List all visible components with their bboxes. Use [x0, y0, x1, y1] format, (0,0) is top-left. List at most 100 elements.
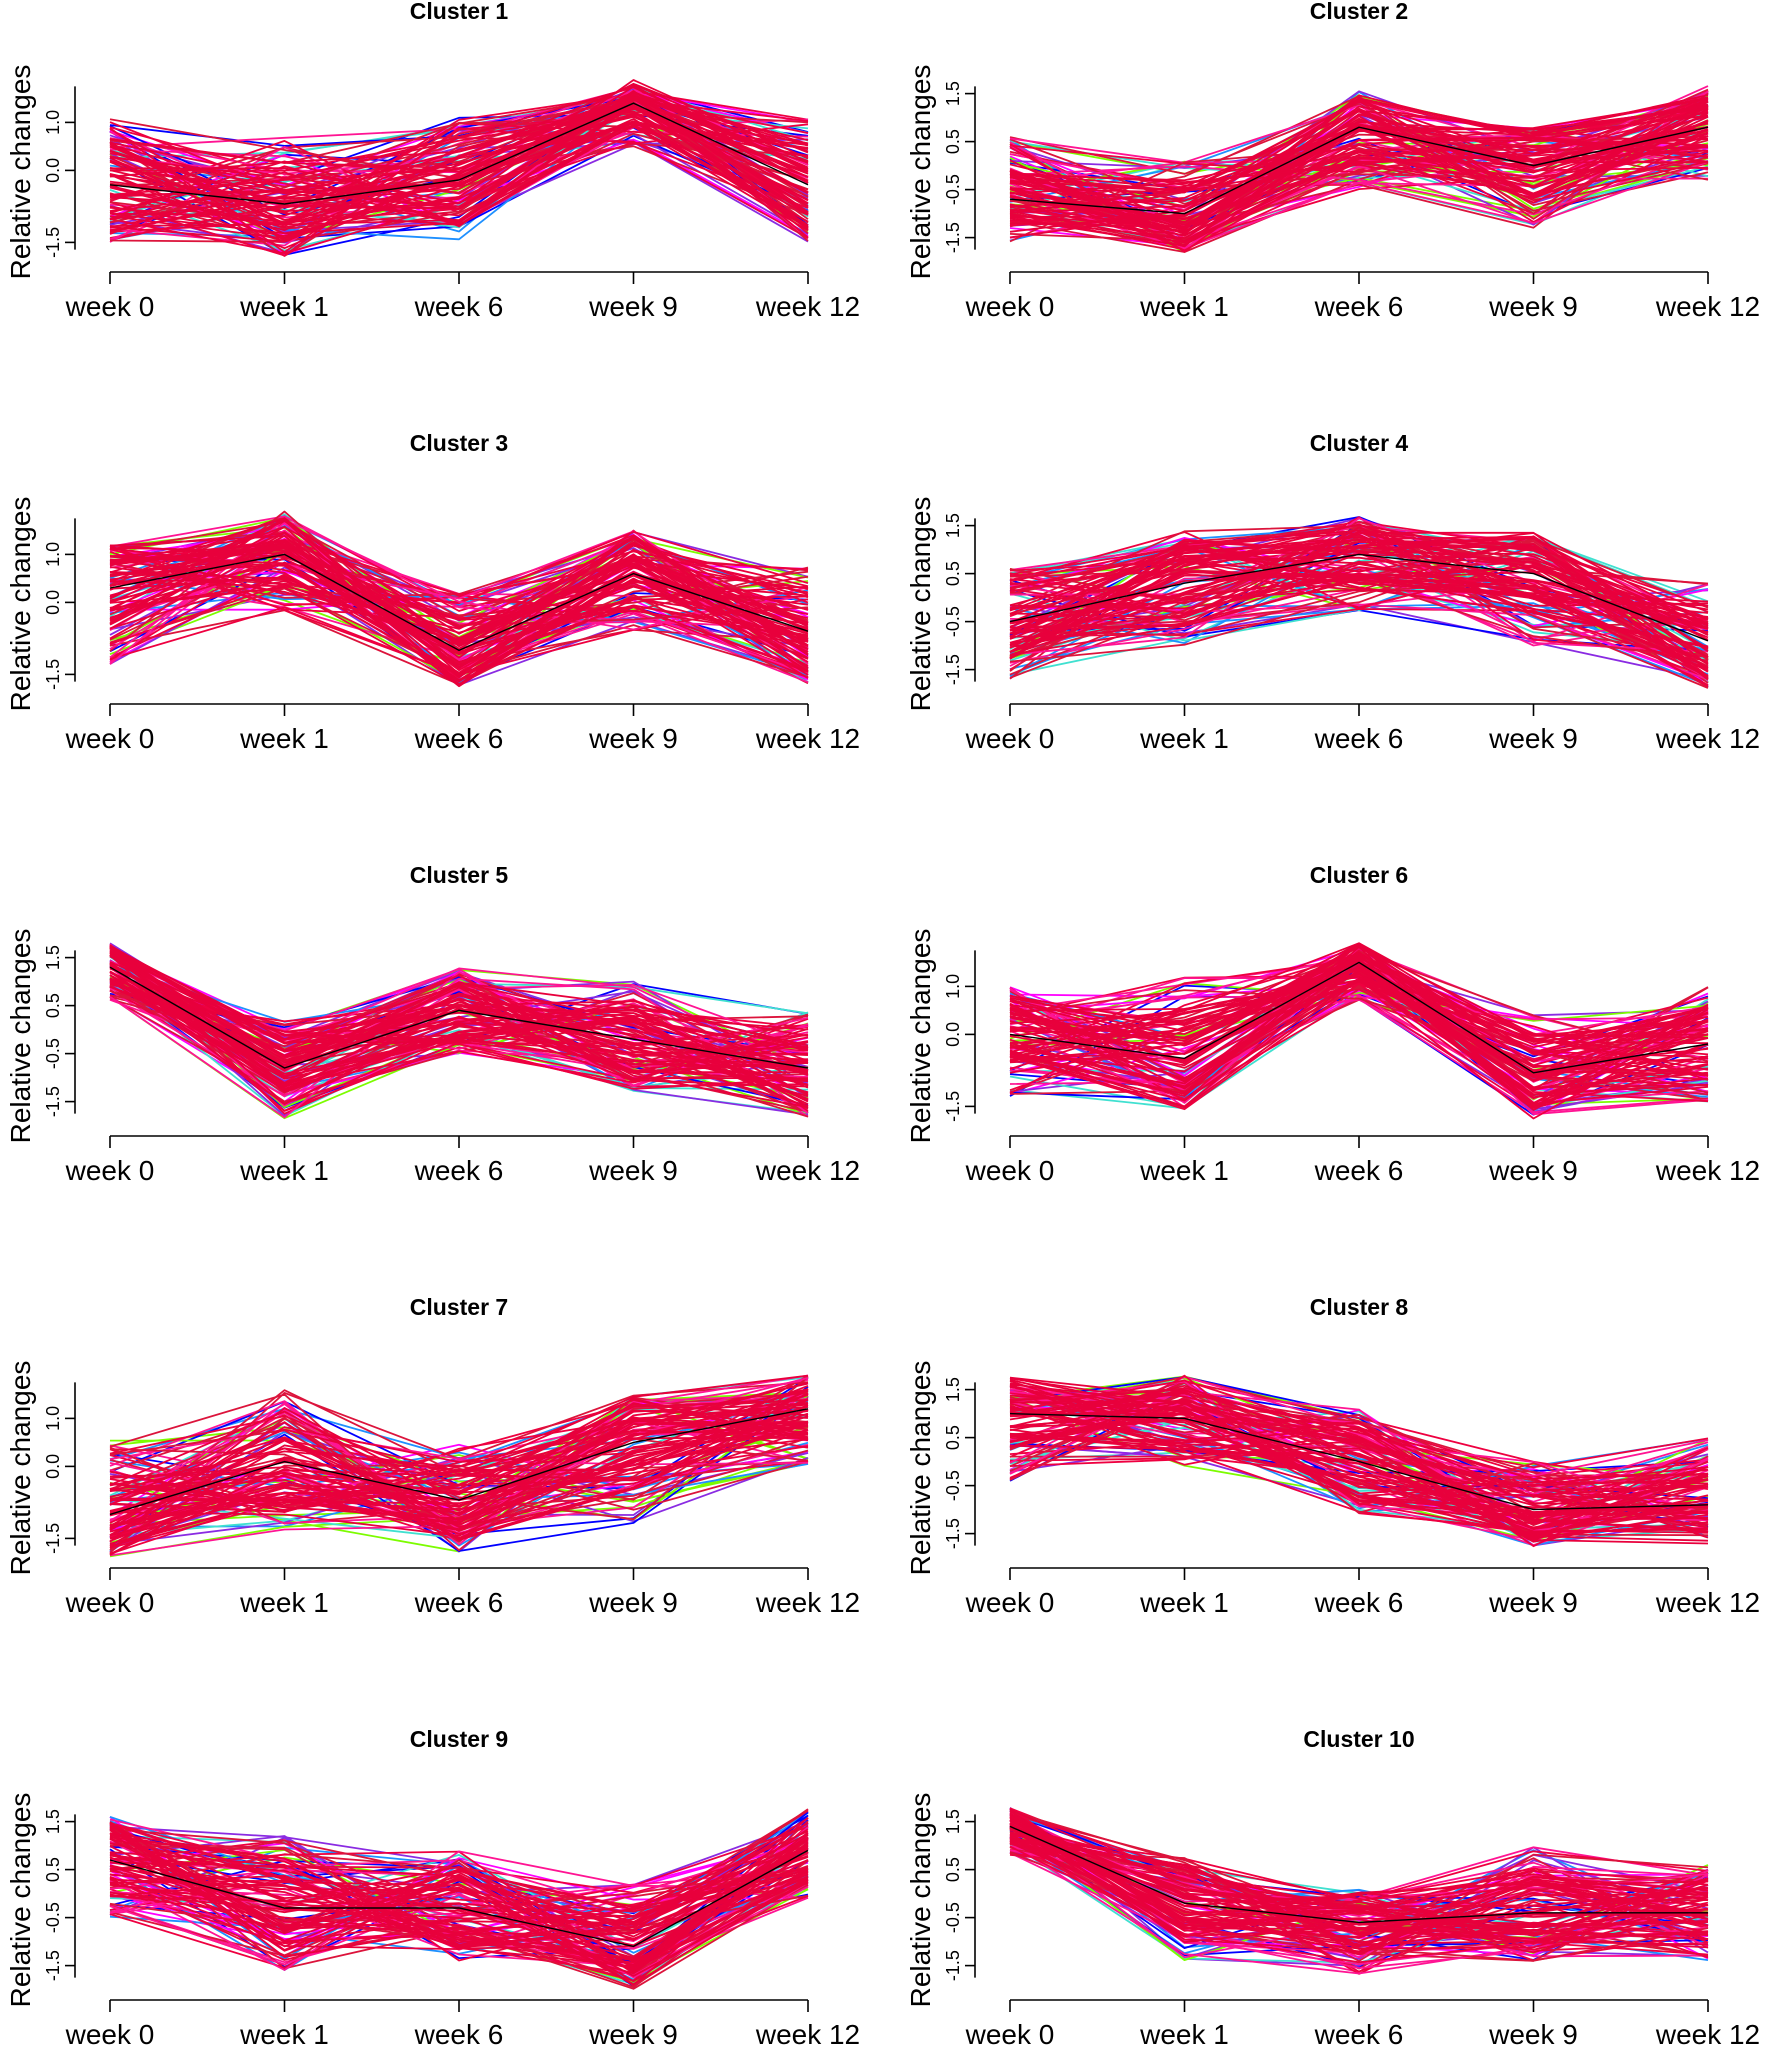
- profile-line: [109, 1374, 809, 1511]
- profile-line: [1009, 1412, 1709, 1509]
- profile-line: [109, 95, 809, 204]
- profile-line: [109, 90, 809, 224]
- profile-line: [1009, 973, 1709, 1072]
- profile-line: [109, 1408, 809, 1513]
- panel-title: Cluster 3: [410, 430, 508, 456]
- y-tick-label: 0.5: [43, 1857, 63, 1882]
- x-tick-label: week 12: [1655, 1155, 1760, 1186]
- profile-line: [109, 106, 809, 215]
- y-tick-label: -1.5: [943, 1950, 963, 1981]
- x-tick-label: week 0: [65, 1155, 155, 1186]
- centroid-line: [109, 1849, 809, 1948]
- y-tick-label: 1.0: [43, 110, 63, 135]
- x-tick-label: week 1: [1139, 1587, 1229, 1618]
- y-tick-label: 0.0: [43, 1454, 63, 1479]
- profile-line: [1009, 1809, 1709, 1938]
- x-tick-label: week 9: [588, 291, 678, 322]
- y-tick-label: -1.5: [943, 1518, 963, 1549]
- profile-line: [109, 1402, 809, 1517]
- panel-title: Cluster 1: [410, 0, 509, 24]
- panel-title: Cluster 5: [410, 862, 509, 888]
- profile-line: [1009, 570, 1709, 640]
- y-tick-label: 1.5: [43, 1809, 63, 1834]
- x-tick-label: week 9: [1488, 1587, 1578, 1618]
- x-tick-label: week 12: [1655, 2019, 1760, 2050]
- x-tick-label: week 1: [1139, 1155, 1229, 1186]
- y-tick-label: 1.5: [43, 945, 63, 970]
- profile-line: [109, 1836, 809, 1971]
- x-tick-label: week 1: [239, 2019, 329, 2050]
- profile-line: [109, 560, 809, 677]
- profile-line: [109, 537, 809, 630]
- profile-line: [109, 1835, 809, 1963]
- profile-line: [1009, 529, 1709, 681]
- x-tick-label: week 9: [1488, 2019, 1578, 2050]
- x-tick-label: week 6: [414, 723, 504, 754]
- x-tick-label: week 9: [1488, 723, 1578, 754]
- y-tick-label: 1.0: [43, 1406, 63, 1431]
- profile-line: [1009, 1842, 1709, 1975]
- cluster-panel: Cluster 3 week 0 week 1 week 6 week 9 week 12…: [5, 430, 860, 754]
- x-tick-label: week 1: [239, 1155, 329, 1186]
- profile-line: [1009, 125, 1709, 217]
- x-tick-label: week 1: [1139, 291, 1229, 322]
- profile-line: [1009, 1406, 1709, 1543]
- profile-line: [109, 967, 809, 1064]
- x-tick-label: week 6: [1314, 291, 1404, 322]
- profile-line: [109, 1429, 809, 1513]
- profile-line: [109, 555, 809, 653]
- profile-line: [109, 1838, 809, 1948]
- y-axis-title: Relative changes: [905, 929, 936, 1144]
- profile-line: [109, 945, 809, 1101]
- x-tick-label: week 12: [755, 723, 860, 754]
- y-axis-title: Relative changes: [5, 1361, 36, 1576]
- profile-line: [1009, 1402, 1709, 1497]
- profile-line: [109, 1829, 809, 1986]
- x-tick-label: week 0: [65, 1587, 155, 1618]
- profile-line: [109, 1381, 809, 1508]
- profile-line: [109, 1398, 809, 1540]
- profile-line: [109, 1822, 809, 1930]
- profile-line: [109, 1420, 809, 1532]
- profile-line: [109, 974, 809, 1075]
- profile-line: [109, 1403, 809, 1556]
- profile-line: [109, 1850, 809, 1971]
- x-tick-label: week 6: [414, 1587, 504, 1618]
- profile-line: [109, 971, 809, 1090]
- y-axis-title: Relative changes: [905, 1361, 936, 1576]
- x-tick-label: week 1: [239, 291, 329, 322]
- profile-line: [1009, 122, 1709, 190]
- y-axis-title: Relative changes: [905, 497, 936, 712]
- profile-line: [109, 1846, 809, 1950]
- profile-line: [1009, 1394, 1709, 1506]
- x-tick-label: week 6: [1314, 2019, 1404, 2050]
- profile-line: [109, 1387, 809, 1541]
- y-tick-label: 0.5: [943, 1857, 963, 1882]
- y-tick-label: 0.5: [43, 993, 63, 1018]
- x-tick-label: week 6: [414, 2019, 504, 2050]
- profile-line: [1009, 131, 1709, 195]
- cluster-panel: Cluster 8 week 0 week 1 week 6 week 9 week 12…: [905, 1294, 1760, 1618]
- profile-line: [109, 1836, 809, 1947]
- y-axis-title: Relative changes: [905, 1793, 936, 2008]
- y-axis-title: Relative changes: [5, 65, 36, 280]
- x-tick-label: week 6: [414, 291, 504, 322]
- profile-line: [109, 1842, 809, 1913]
- profile-line: [109, 85, 809, 229]
- profile-line: [1009, 539, 1709, 672]
- profile-line: [1009, 1412, 1709, 1533]
- centroid-line: [1009, 126, 1709, 215]
- panel-title: Cluster 10: [1303, 1726, 1414, 1752]
- x-tick-label: week 12: [755, 1587, 860, 1618]
- y-tick-label: 0.0: [43, 590, 63, 615]
- y-tick-label: 0.5: [943, 1425, 963, 1450]
- profile-line: [1009, 1398, 1709, 1526]
- profile-line: [1009, 1388, 1709, 1492]
- profile-line: [109, 955, 809, 1080]
- profile-line: [109, 551, 809, 656]
- x-tick-label: week 12: [1655, 291, 1760, 322]
- x-tick-label: week 6: [1314, 723, 1404, 754]
- y-tick-label: 1.0: [43, 542, 63, 567]
- profile-line: [109, 96, 809, 214]
